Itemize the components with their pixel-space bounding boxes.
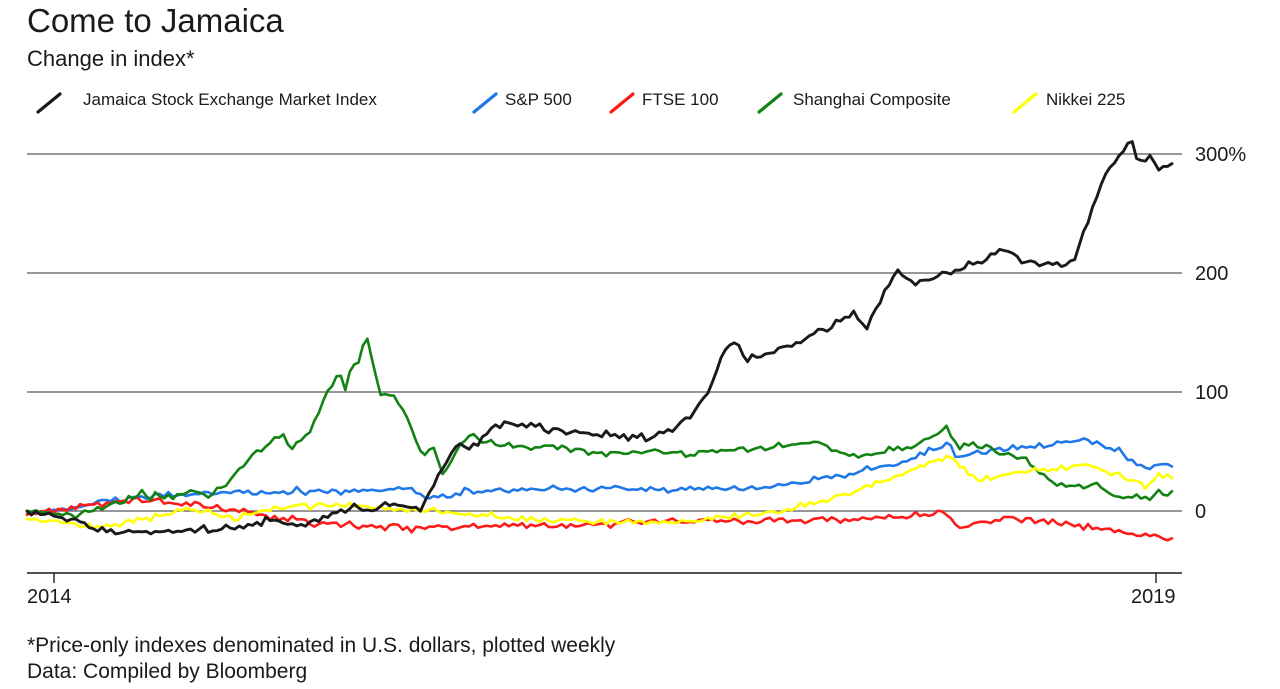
svg-text:300%: 300% — [1195, 144, 1246, 166]
svg-text:100: 100 — [1195, 382, 1228, 404]
svg-text:0: 0 — [1195, 501, 1206, 523]
svg-text:2014: 2014 — [27, 586, 72, 608]
svg-text:200: 200 — [1195, 263, 1228, 285]
svg-text:2019: 2019 — [1131, 586, 1176, 608]
